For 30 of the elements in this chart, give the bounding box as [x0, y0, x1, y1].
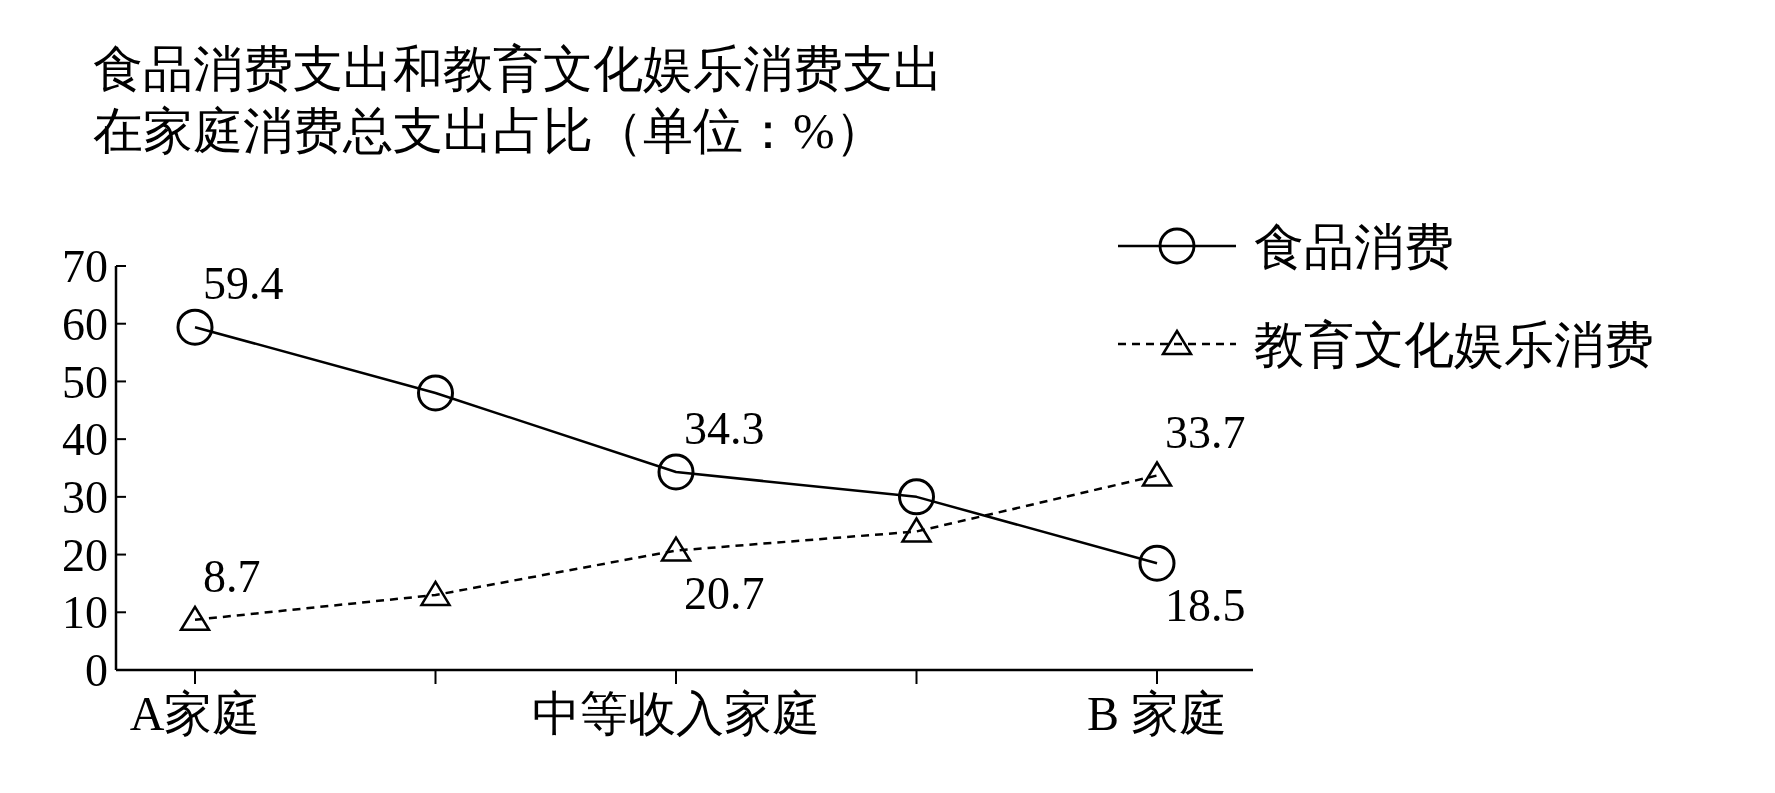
y-tick-label: 70 — [62, 241, 108, 293]
data-label: 18.5 — [1165, 580, 1246, 632]
data-label: 33.7 — [1165, 406, 1246, 458]
point — [1138, 544, 1176, 582]
legend-label: 食品消费 — [1254, 218, 1454, 275]
y-tick-label: 20 — [62, 529, 108, 581]
x-tick-label: 中等收入家庭 — [532, 687, 820, 740]
y-tick-label: 60 — [62, 298, 108, 350]
point — [1141, 461, 1173, 487]
legend-label: 教育文化娱乐消费 — [1254, 316, 1654, 373]
data-label: 8.7 — [203, 550, 261, 602]
y-tick-label: 40 — [62, 414, 108, 466]
point — [660, 536, 692, 562]
point — [176, 308, 214, 346]
y-tick-label: 0 — [85, 645, 108, 697]
point — [420, 580, 451, 607]
chart-title: 食品消费支出和教育文化娱乐消费支出在家庭消费总支出占比（单位：%） — [93, 41, 943, 159]
data-label: 20.7 — [684, 567, 765, 619]
x-tick-label: A家庭 — [129, 687, 261, 740]
point — [657, 453, 695, 491]
y-tick-label: 30 — [62, 471, 108, 523]
y-tick-label: 50 — [62, 356, 108, 408]
data-label: 34.3 — [684, 403, 765, 455]
point — [898, 478, 935, 516]
point — [901, 517, 932, 543]
data-label: 59.4 — [203, 258, 284, 310]
y-tick-label: 10 — [62, 587, 108, 639]
point — [179, 605, 211, 632]
x-tick-label: B 家庭 — [1086, 687, 1228, 740]
point — [417, 374, 454, 412]
